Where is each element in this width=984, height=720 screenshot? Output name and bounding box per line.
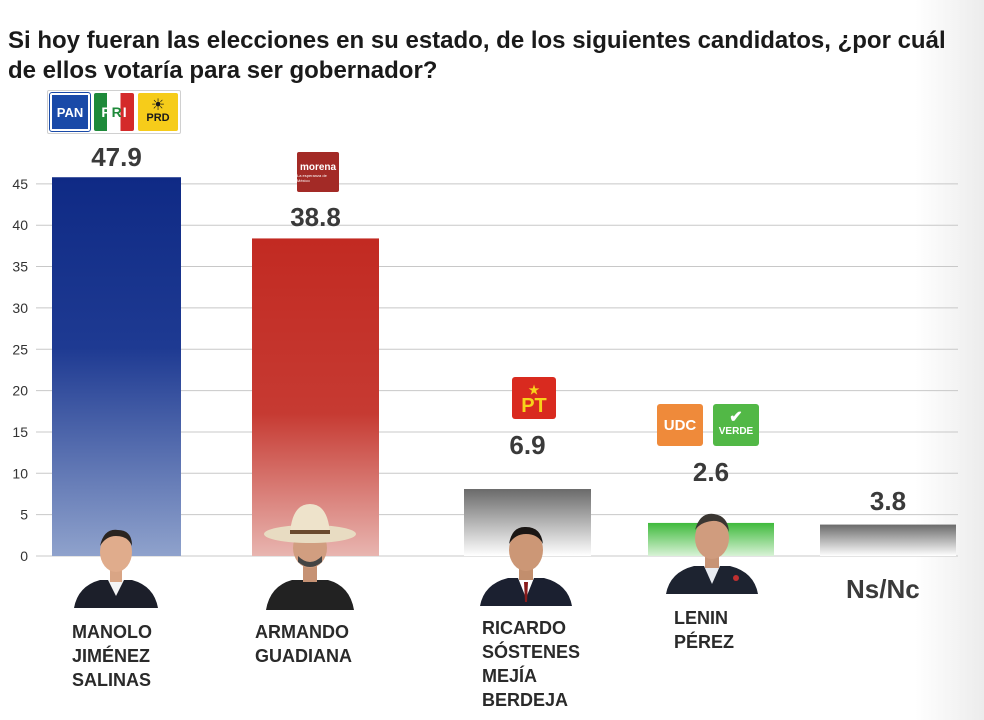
pan-logo: PAN	[49, 92, 91, 132]
y-axis-ticks: 0 5 10 15 20 25 30 35 40 45	[12, 176, 28, 564]
chart-title: Si hoy fueran las elecciones en su estad…	[8, 27, 946, 84]
y-tick-label: 40	[12, 217, 28, 233]
morena-logo: morena La esperanza de México	[297, 152, 339, 192]
candidate-name-ricardo: RICARDO SÓSTENES MEJÍA BERDEJA	[482, 618, 581, 710]
verde-logo: ✔ VERDE	[713, 404, 759, 446]
candidate-photo-manolo	[74, 529, 158, 608]
y-tick-label: 45	[12, 176, 28, 192]
grid-lines	[36, 183, 958, 557]
y-tick-label: 10	[12, 465, 28, 481]
bar	[820, 524, 956, 556]
udc-logo-text: UDC	[663, 416, 697, 434]
pt-logo-text: PT	[521, 395, 547, 417]
prd-logo: ☀ PRD	[138, 93, 178, 131]
bar-value-label: 47.9	[91, 142, 142, 172]
candidate-photo-lenin	[666, 513, 758, 594]
bar-value-label: 2.6	[693, 457, 729, 487]
candidate-name-manolo: MANOLO JIMÉNEZ SALINAS	[72, 622, 152, 690]
bars	[52, 177, 956, 556]
y-tick-label: 35	[12, 259, 28, 275]
y-tick-label: 0	[20, 548, 28, 564]
pri-logo: P R I	[94, 93, 134, 131]
candidate-photo-armando	[264, 504, 356, 610]
sun-icon: ☀	[150, 97, 166, 114]
y-tick-label: 25	[12, 341, 28, 357]
bar-value-label: 38.8	[290, 202, 341, 232]
y-tick-label: 5	[20, 507, 28, 523]
candidate-name-nsnc: Ns/Nc	[846, 574, 920, 604]
candidate-name-armando: ARMANDO GUADIANA	[255, 622, 352, 666]
candidate-photo-ricardo	[480, 526, 572, 606]
star-icon: ★	[528, 383, 540, 397]
value-labels: 47.9 38.8 6.9 2.6 3.8	[91, 142, 906, 516]
y-tick-label: 20	[12, 383, 28, 399]
morena-logo-subtext: La esperanza de México	[297, 172, 327, 183]
bar	[52, 177, 181, 556]
candidate-name-lenin: LENIN PÉREZ	[674, 608, 735, 652]
udc-logo: UDC	[657, 404, 703, 446]
morena-logo-text: morena	[299, 161, 337, 173]
bar-value-label: 3.8	[870, 486, 906, 516]
pt-logo: ★ PT	[512, 377, 556, 419]
toucan-icon: ✔	[729, 409, 743, 426]
verde-logo-text: VERDE	[718, 426, 754, 437]
pri-letter-r: R	[111, 104, 122, 120]
y-tick-label: 30	[12, 300, 28, 316]
pri-letter-p: P	[101, 104, 111, 120]
bar	[252, 238, 379, 556]
pri-letter-i: I	[122, 104, 127, 120]
alliance-logos: PAN P R I ☀ PRD	[47, 90, 181, 134]
pan-logo-text: PAN	[56, 104, 84, 120]
bar-value-label: 6.9	[509, 430, 545, 460]
y-tick-label: 15	[12, 424, 28, 440]
prd-logo-text: PRD	[146, 112, 170, 124]
